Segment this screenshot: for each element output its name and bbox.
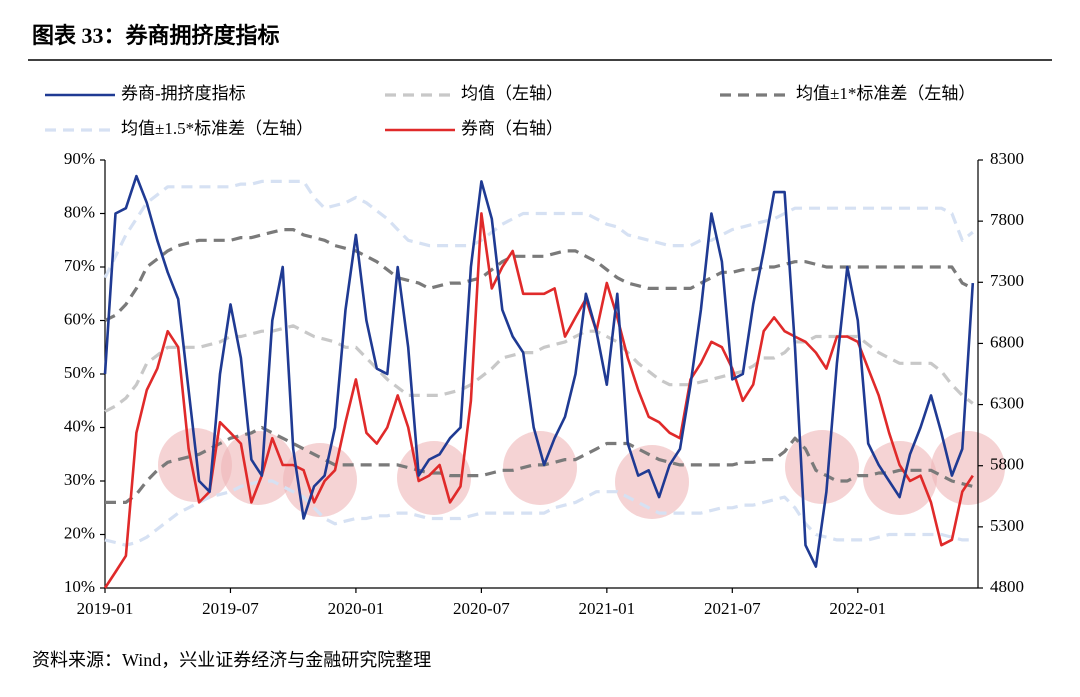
y-tick-label: 80% — [64, 202, 95, 221]
x-tick-label: 2021-01 — [579, 599, 636, 618]
series-line — [104, 324, 974, 413]
series-line — [103, 174, 975, 568]
x-tick-label: 2022-01 — [829, 599, 886, 618]
x-tick-label: 2019-07 — [202, 599, 259, 618]
highlight — [503, 431, 577, 505]
legend-label: 均值±1*标准差（左轴） — [796, 84, 975, 103]
y-tick-label: 30% — [64, 470, 95, 489]
y-tick-label: 90% — [64, 149, 95, 168]
highlight — [931, 431, 1005, 505]
y-tick-label: 10% — [64, 577, 95, 596]
x-tick-label: 2020-01 — [328, 599, 385, 618]
highlight — [863, 441, 937, 515]
y-tick-label: 70% — [64, 256, 95, 275]
y2-tick-label: 5800 — [990, 455, 1024, 474]
y-tick-label: 20% — [64, 523, 95, 542]
y2-tick-label: 7300 — [990, 271, 1024, 290]
legend-label: 均值（左轴） — [461, 84, 563, 103]
y2-tick-label: 6800 — [990, 332, 1024, 351]
y-tick-label: 50% — [64, 363, 95, 382]
series-line — [104, 228, 974, 322]
highlight — [397, 441, 471, 515]
x-tick-label: 2020-07 — [453, 599, 510, 618]
y-tick-label: 60% — [64, 309, 95, 328]
legend-label: 券商（右轴） — [461, 119, 563, 138]
series-line — [103, 179, 974, 279]
x-tick-label: 2021-07 — [704, 599, 761, 618]
series-line — [103, 212, 974, 589]
y2-tick-label: 5300 — [990, 516, 1024, 535]
y2-tick-label: 7800 — [990, 210, 1024, 229]
source-note: 资料来源：Wind，兴业证券经济与金融研究院整理 — [32, 650, 431, 670]
y2-tick-label: 6300 — [990, 393, 1024, 412]
y-tick-label: 40% — [64, 416, 95, 435]
y2-tick-label: 4800 — [990, 577, 1024, 596]
legend-label: 均值±1.5*标准差（左轴） — [121, 119, 313, 138]
legend-label: 券商-拥挤度指标 — [121, 84, 246, 103]
y2-tick-label: 8300 — [990, 149, 1024, 168]
chart-title: 图表 33：券商拥挤度指标 — [32, 23, 280, 48]
x-tick-label: 2019-01 — [77, 599, 134, 618]
